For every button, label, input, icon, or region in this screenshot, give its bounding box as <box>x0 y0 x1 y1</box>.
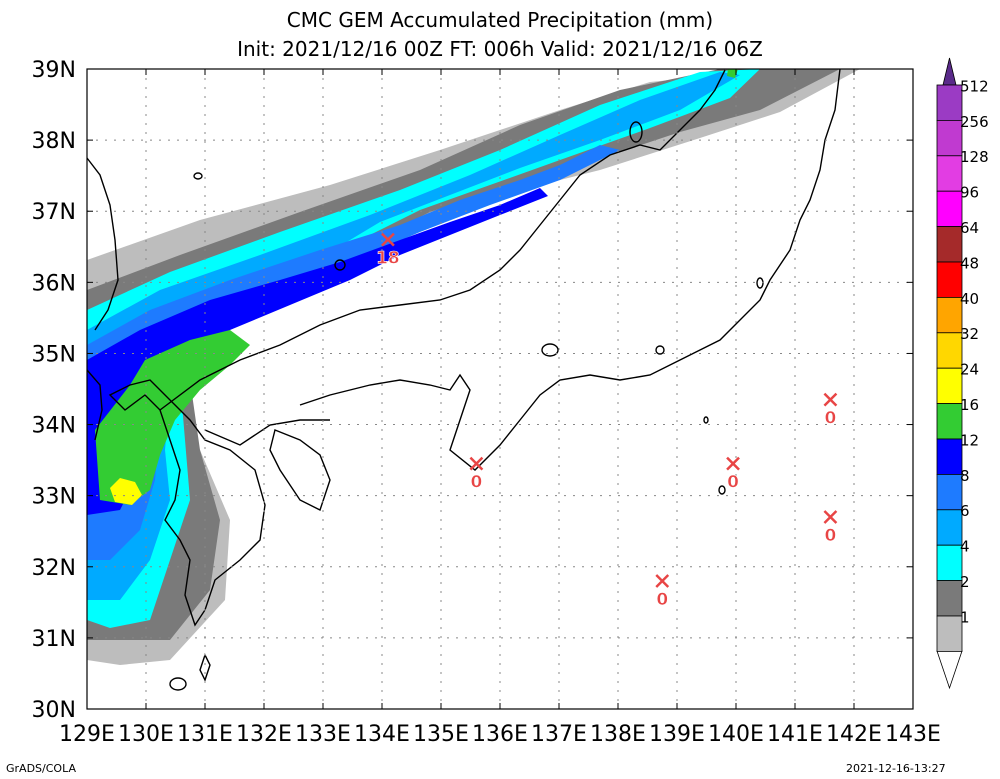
colorbar-label: 512 <box>960 77 989 95</box>
latitude-label: 36N <box>32 271 76 296</box>
station-marker: 0 <box>655 574 670 610</box>
colorbar-swatch <box>936 367 963 405</box>
islands <box>169 121 764 691</box>
colorbar-swatch <box>936 473 963 511</box>
colorbar-swatch <box>936 84 963 121</box>
station-marker: 18 <box>376 232 400 269</box>
colorbar-label: 256 <box>960 113 989 131</box>
station-cross <box>726 456 740 471</box>
station-cross <box>823 392 838 407</box>
longitude-label: 138E <box>590 722 646 747</box>
longitude-label: 136E <box>472 722 528 747</box>
map-subtitle: Init: 2021/12/16 00Z FT: 006h Valid: 202… <box>237 37 763 61</box>
colorbar-label: 48 <box>960 254 979 272</box>
colorbar-swatch <box>936 615 963 652</box>
station-cross <box>823 510 838 524</box>
latitude-label: 30N <box>32 698 76 723</box>
longitude-label: 132E <box>236 722 292 747</box>
station-marker: 0 <box>726 456 740 493</box>
station-value: 0 <box>824 409 836 429</box>
colorbar-swatch <box>936 120 963 157</box>
longitude-label: 129E <box>59 722 115 747</box>
precip-16-24-north <box>727 69 738 78</box>
precip-6-8 <box>87 72 740 600</box>
colorbar-swatch <box>936 226 963 263</box>
colorbar-swatch <box>936 438 963 475</box>
latitude-label: 39N <box>32 58 76 83</box>
station-value: 0 <box>824 526 836 546</box>
footer-timestamp: 2021-12-16-13:27 <box>846 762 946 775</box>
colorbar-label: 1 <box>960 608 970 626</box>
colorbar-bottom-arrow <box>936 650 963 690</box>
colorbar-label: 16 <box>960 396 979 414</box>
colorbar-label: 64 <box>960 219 979 237</box>
colorbar-label: 6 <box>960 502 970 520</box>
latitude-label: 31N <box>32 627 76 652</box>
longitude-label: 140E <box>708 722 764 747</box>
longitude-labels: 129E 130E 131E 132E 133E 134E 135E 136E 137E 138E… <box>59 722 941 747</box>
colorbar-swatch <box>936 261 963 298</box>
footer-credit: GrADS/COLA <box>6 762 76 775</box>
station-cross <box>655 574 670 588</box>
colorbar-swatch <box>936 332 963 369</box>
colorbar-label: 32 <box>960 325 979 343</box>
longitude-label: 131E <box>177 722 233 747</box>
station-marker: 0 <box>823 510 838 546</box>
station-value: 0 <box>727 473 739 493</box>
longitude-label: 130E <box>118 722 174 747</box>
station-cross <box>381 232 395 247</box>
longitude-label: 139E <box>649 722 705 747</box>
colorbar-label: 2 <box>960 573 970 591</box>
colorbar-label: 4 <box>960 538 970 556</box>
precip-8-12 <box>87 145 620 560</box>
colorbar-top-arrow <box>942 57 957 86</box>
precip-4-6 <box>87 69 760 628</box>
longitude-label: 133E <box>295 722 351 747</box>
precip-24-32 <box>110 478 142 505</box>
station-markers: 18 0 0 0 0 0 <box>376 232 838 610</box>
precip-fields <box>87 69 913 665</box>
colorbar-swatch <box>936 580 963 617</box>
colorbar-swatch <box>936 155 963 192</box>
station-cross <box>469 456 484 471</box>
axis-ticks <box>86 68 914 710</box>
colorbar-label: 40 <box>960 290 979 308</box>
latitude-labels: 39N 38N 37N 36N 35N 34N 33N 32N 31N 30N <box>32 58 76 723</box>
colorbar-swatch <box>936 403 963 440</box>
colorbar-swatch <box>936 544 963 582</box>
colorbar-label: 96 <box>960 184 979 202</box>
latitude-label: 35N <box>32 342 76 367</box>
map-title: CMC GEM Accumulated Precipitation (mm) <box>286 8 714 32</box>
colorbar-swatch <box>936 190 963 227</box>
latitude-label: 32N <box>32 556 76 581</box>
colorbar-label: 8 <box>960 467 970 485</box>
colorbar-label: 24 <box>960 361 979 379</box>
station-marker: 0 <box>823 392 838 429</box>
colorbar-swatch <box>936 509 963 546</box>
longitude-label: 141E <box>767 722 823 747</box>
station-value: 0 <box>470 473 482 493</box>
colorbar-label: 128 <box>960 148 989 166</box>
longitude-label: 134E <box>354 722 410 747</box>
longitude-label: 143E <box>885 722 941 747</box>
longitude-label: 137E <box>531 722 587 747</box>
colorbar-swatch <box>936 296 963 334</box>
colorbar-label: 12 <box>960 431 979 449</box>
station-value: 0 <box>656 590 668 610</box>
latitude-label: 38N <box>32 129 76 154</box>
latitude-label: 33N <box>32 485 76 510</box>
station-value: 18 <box>376 249 400 269</box>
longitude-label: 135E <box>413 722 469 747</box>
longitude-label: 142E <box>826 722 882 747</box>
coastlines <box>86 68 841 627</box>
latitude-label: 37N <box>32 200 76 225</box>
station-marker: 0 <box>469 456 484 493</box>
latitude-label: 34N <box>32 414 76 439</box>
